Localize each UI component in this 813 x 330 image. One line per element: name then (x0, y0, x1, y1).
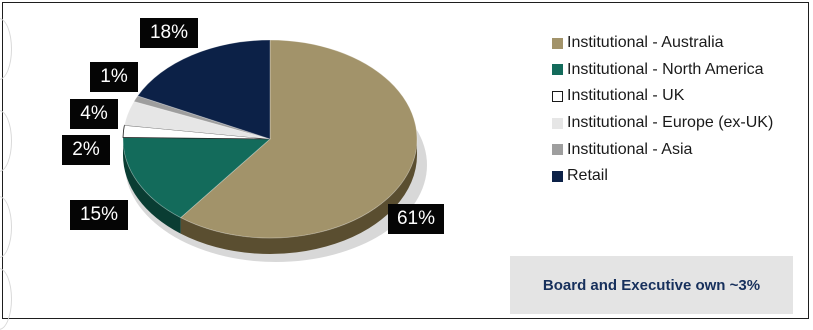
chart-legend: Institutional - Australia Institutional … (552, 30, 773, 190)
legend-item: Institutional - Australia (552, 30, 773, 57)
ownership-note-text: Board and Executive own ~3% (542, 276, 761, 294)
legend-item: Institutional - Asia (552, 136, 773, 163)
legend-item: Institutional - UK (552, 83, 773, 110)
pie-slice-side (180, 139, 417, 254)
pie-slice (122, 124, 271, 140)
data-label-north-america: 15% (70, 200, 128, 230)
data-label-asia: 1% (90, 62, 138, 92)
pie-slice (123, 101, 271, 140)
legend-swatch (552, 37, 563, 49)
legend-label: Institutional - Asia (567, 140, 693, 158)
data-label-uk: 2% (62, 135, 110, 165)
legend-label: Institutional - UK (567, 87, 685, 105)
legend-swatch (552, 90, 563, 102)
legend-swatch (552, 64, 563, 76)
data-label-europe: 4% (70, 99, 118, 129)
legend-label: Institutional - Europe (ex-UK) (567, 114, 774, 132)
legend-swatch (552, 144, 563, 156)
legend-item: Institutional - North America (552, 57, 773, 84)
ownership-note: Board and Executive own ~3% (510, 256, 793, 314)
legend-label: Retail (567, 167, 608, 185)
legend-swatch (552, 117, 563, 129)
pie-slice (179, 39, 418, 239)
pie-slice-side (123, 139, 181, 234)
legend-item: Institutional - Europe (ex-UK) (552, 110, 773, 137)
legend-label: Institutional - North America (567, 60, 764, 78)
legend-label: Institutional - Australia (567, 34, 724, 52)
data-label-australia: 61% (388, 204, 444, 234)
legend-item: Retail (552, 163, 773, 190)
pie-slice (122, 137, 272, 219)
pie-chart (122, 39, 427, 262)
legend-swatch (552, 170, 563, 182)
pie-slice (133, 95, 271, 140)
data-label-retail: 18% (140, 18, 198, 48)
pie-slice (137, 39, 271, 140)
